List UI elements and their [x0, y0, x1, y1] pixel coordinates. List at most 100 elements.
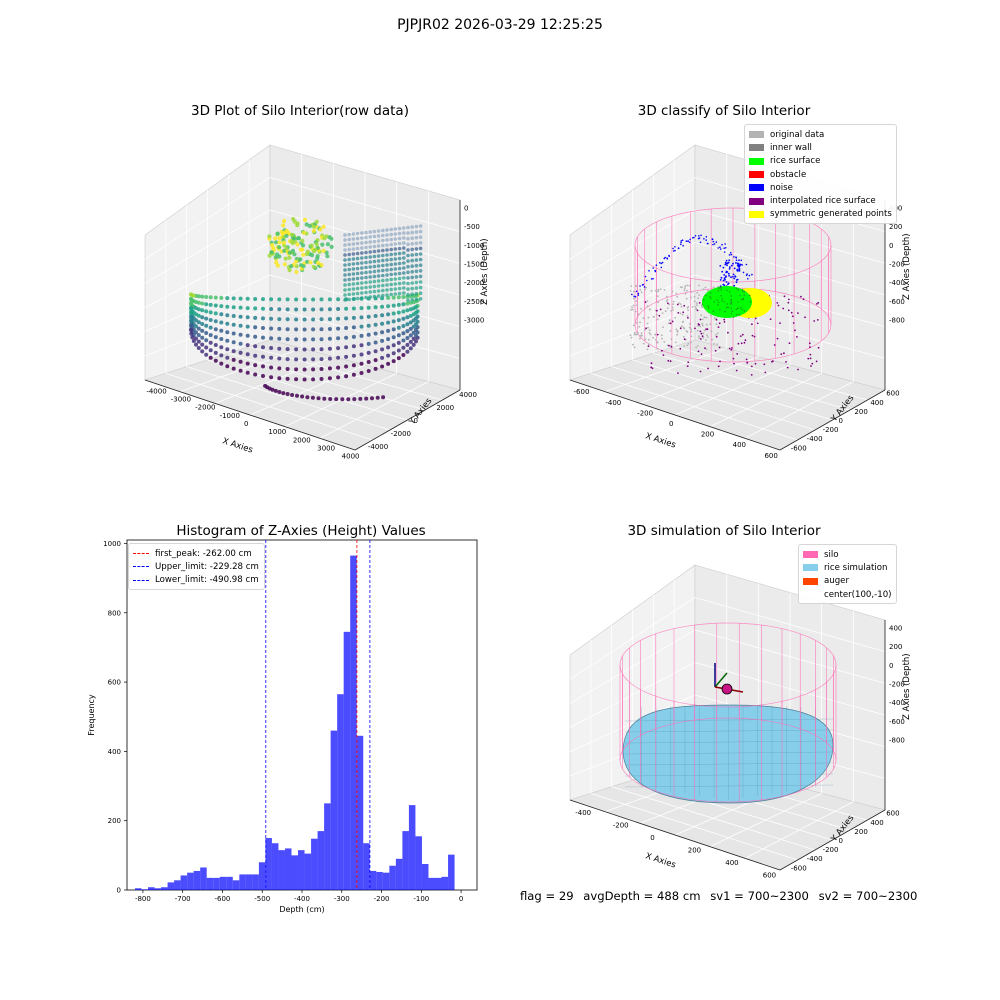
raw-point: [343, 253, 347, 257]
classify-noise-point: [723, 247, 725, 249]
classify-noise-point: [734, 275, 737, 278]
raw-point: [319, 317, 324, 322]
raw-point: [302, 337, 307, 342]
classify-interpolated-point: [787, 301, 790, 304]
classify-original-point: [701, 306, 704, 308]
raw-point: [393, 262, 398, 266]
raw-point: [380, 347, 385, 352]
raw-point: [208, 295, 213, 300]
raw-point: [213, 311, 218, 316]
raw-point: [418, 280, 423, 284]
raw-point: [366, 350, 371, 355]
histogram-bar: [317, 831, 325, 890]
raw-point: [334, 397, 339, 402]
raw-point: [319, 347, 324, 352]
classify-interpolated-point: [727, 331, 729, 334]
raw-point: [231, 340, 236, 345]
raw-point: [359, 371, 364, 375]
classify-interpolated-point: [667, 302, 669, 305]
classify-zlabel: Z Axies (Depth): [902, 233, 912, 300]
raw-point: [364, 285, 368, 290]
raw-point: [302, 357, 307, 362]
raw-point: [414, 333, 418, 338]
raw-point: [213, 358, 218, 363]
raw-point: [213, 319, 218, 324]
classify-interpolated-point: [679, 347, 682, 350]
classify-interpolated-point: [816, 303, 818, 305]
classify-interpolated-point: [769, 318, 772, 320]
histogram-chart: -800 -700 -600 -500 -400 -300 -200 -100 0 0 200 40…: [87, 539, 478, 914]
classify-interpolated-point: [699, 338, 702, 340]
raw-point: [368, 235, 372, 239]
classify-rice-point: [728, 291, 731, 293]
raw-point: [320, 242, 325, 247]
raw-point: [328, 397, 333, 401]
histogram-legend-item: Upper_limit: -229.28 cm: [133, 560, 259, 573]
classify-original-point: [645, 286, 647, 289]
raw-point: [380, 321, 385, 326]
classify-interpolated-point: [764, 371, 767, 374]
raw-point: [391, 303, 396, 308]
raw-point: [245, 343, 250, 348]
raw-point: [347, 267, 351, 272]
classify-rice-point: [710, 297, 712, 300]
classify-noise-point: [680, 243, 682, 246]
classify-noise-point: [747, 278, 749, 280]
classify-original-point: [646, 305, 649, 308]
raw-point: [282, 230, 287, 235]
classify-original-point: [669, 330, 672, 332]
classify-original-point: [686, 306, 689, 309]
classify-original-point: [668, 319, 671, 322]
classify-noise-point: [729, 266, 731, 268]
classify-interpolated-point: [743, 341, 746, 344]
classify-original-point: [705, 323, 708, 326]
histogram-bar: [415, 836, 422, 890]
raw-point: [381, 253, 385, 258]
legend-label: symmetric generated points: [770, 209, 892, 220]
classify-original-point: [689, 323, 691, 325]
raw-point: [414, 230, 419, 234]
raw-point: [296, 236, 301, 241]
raw-point: [366, 323, 371, 328]
classify-noise-point: [634, 296, 637, 298]
classify-original-point: [632, 304, 635, 307]
classify-interpolated-point: [790, 311, 793, 314]
raw-point: [253, 363, 258, 368]
classify-interpolated-point: [794, 329, 796, 332]
raw-point: [351, 292, 356, 296]
classify-interpolated-point: [733, 362, 735, 365]
raw-point: [208, 355, 213, 360]
simulation-legend-item: center(100,-10): [803, 588, 892, 601]
raw-point: [196, 333, 201, 338]
raw-point: [316, 396, 321, 401]
histogram-bar: [435, 877, 442, 890]
raw-point: [285, 392, 290, 396]
raw-point: [269, 346, 274, 350]
raw-point: [275, 263, 280, 268]
classify-original-point: [637, 332, 639, 334]
classify-plot-title: 3D classify of Silo Interior: [637, 103, 811, 119]
raw-point: [285, 347, 290, 352]
classify-noise-point: [742, 271, 745, 274]
raw-xtick: -3000: [171, 396, 191, 404]
classify-rice-point: [707, 305, 709, 307]
classify-rice-point: [743, 294, 745, 296]
raw-point: [397, 271, 402, 276]
raw-point: [294, 317, 299, 322]
raw-point: [386, 361, 391, 366]
raw-point: [343, 278, 347, 282]
classify-noise-point: [633, 295, 635, 298]
classify-ztick: -600: [889, 298, 905, 306]
classify-legend-item: noise: [749, 181, 891, 194]
simulation-xlabel: X Axies: [644, 851, 677, 870]
histogram-bar: [252, 874, 259, 890]
raw-point: [316, 260, 321, 266]
raw-point: [368, 260, 372, 264]
raw-point: [386, 304, 391, 309]
raw-point: [305, 249, 310, 254]
histogram-bar: [226, 876, 233, 890]
classify-noise-point: [727, 272, 730, 275]
raw-point: [336, 365, 341, 370]
raw-point: [401, 295, 406, 299]
raw-point: [219, 353, 224, 358]
